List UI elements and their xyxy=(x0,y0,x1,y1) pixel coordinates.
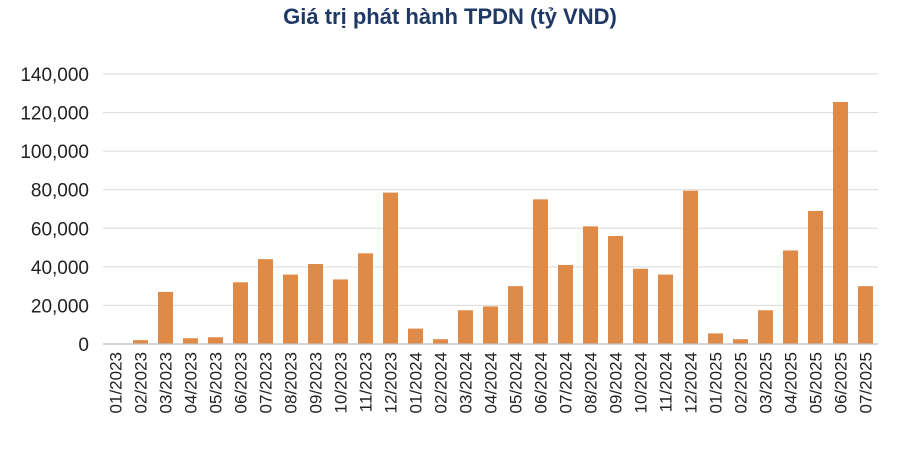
bar xyxy=(183,338,198,344)
y-tick-label: 100,000 xyxy=(20,142,89,163)
x-tick-label: 10/2024 xyxy=(632,352,651,413)
bar xyxy=(508,286,523,344)
bar xyxy=(283,274,298,344)
bar xyxy=(808,210,823,344)
x-tick-label: 01/2023 xyxy=(107,352,126,413)
y-axis: 0 20,000 40,000 60,000 80,000 100,000 120,000 1… xyxy=(20,65,89,356)
x-tick-label: 07/2024 xyxy=(557,352,576,413)
x-tick-label: 10/2023 xyxy=(332,352,351,413)
x-tick-label: 09/2023 xyxy=(307,352,326,413)
x-tick-label: 04/2025 xyxy=(782,352,801,413)
x-tick-label: 03/2024 xyxy=(457,352,476,413)
x-tick-label: 03/2025 xyxy=(757,352,776,413)
bar xyxy=(433,339,448,344)
bar xyxy=(383,192,398,344)
x-tick-label: 01/2024 xyxy=(407,352,426,413)
bar xyxy=(258,259,273,344)
x-tick-label: 11/2024 xyxy=(657,352,676,412)
bar xyxy=(733,339,748,344)
y-tick-label: 0 xyxy=(78,335,89,356)
x-tick-label: 07/2023 xyxy=(257,352,276,413)
x-tick-label: 12/2024 xyxy=(682,352,701,413)
x-tick-label: 11/2023 xyxy=(357,352,376,412)
bar xyxy=(308,263,323,344)
bar xyxy=(758,310,773,344)
chart-title: Giá trị phát hành TPDN (tỷ VND) xyxy=(283,4,617,29)
gridlines xyxy=(103,73,878,306)
bar xyxy=(858,286,873,344)
y-tick-label: 80,000 xyxy=(31,181,89,202)
bar xyxy=(608,236,623,344)
bar xyxy=(458,310,473,344)
bar xyxy=(783,250,798,344)
x-tick-label: 01/2025 xyxy=(707,352,726,413)
bar xyxy=(158,291,173,344)
x-tick-label: 08/2023 xyxy=(282,352,301,413)
y-tick-label: 20,000 xyxy=(31,296,89,317)
y-tick-label: 60,000 xyxy=(31,219,89,240)
x-tick-label: 02/2024 xyxy=(432,352,451,413)
bars xyxy=(133,101,873,344)
y-tick-label: 140,000 xyxy=(20,65,89,86)
x-tick-label: 07/2025 xyxy=(857,352,876,413)
x-tick-label: 05/2025 xyxy=(807,352,826,413)
y-tick-label: 120,000 xyxy=(20,104,89,125)
x-tick-label: 02/2023 xyxy=(132,352,151,413)
x-tick-label: 12/2023 xyxy=(382,352,401,413)
x-tick-label: 04/2024 xyxy=(482,352,501,413)
x-tick-label: 03/2023 xyxy=(157,352,176,413)
bar xyxy=(633,268,648,344)
bar xyxy=(233,282,248,344)
bar xyxy=(483,306,498,344)
bar xyxy=(708,333,723,344)
bar xyxy=(358,253,373,344)
x-tick-label: 08/2024 xyxy=(582,352,601,413)
bar xyxy=(208,337,223,344)
x-tick-label: 06/2024 xyxy=(532,352,551,413)
x-tick-label: 05/2023 xyxy=(207,352,226,413)
bar xyxy=(408,328,423,344)
x-tick-label: 06/2023 xyxy=(232,352,251,413)
x-tick-label: 05/2024 xyxy=(507,352,526,413)
bar xyxy=(683,190,698,344)
bar xyxy=(133,340,148,344)
bar xyxy=(658,274,673,344)
bar xyxy=(333,279,348,344)
bar xyxy=(833,101,848,344)
y-tick-label: 40,000 xyxy=(31,258,89,279)
x-tick-label: 04/2023 xyxy=(182,352,201,413)
bar xyxy=(533,199,548,344)
x-tick-label: 09/2024 xyxy=(607,352,626,413)
x-tick-label: 06/2025 xyxy=(832,352,851,413)
bar xyxy=(558,264,573,344)
x-tick-label: 02/2025 xyxy=(732,352,751,413)
bar xyxy=(583,226,598,344)
x-axis: 01/2023 02/2023 03/2023 04/2023 05/2023 06/20… xyxy=(103,343,878,413)
